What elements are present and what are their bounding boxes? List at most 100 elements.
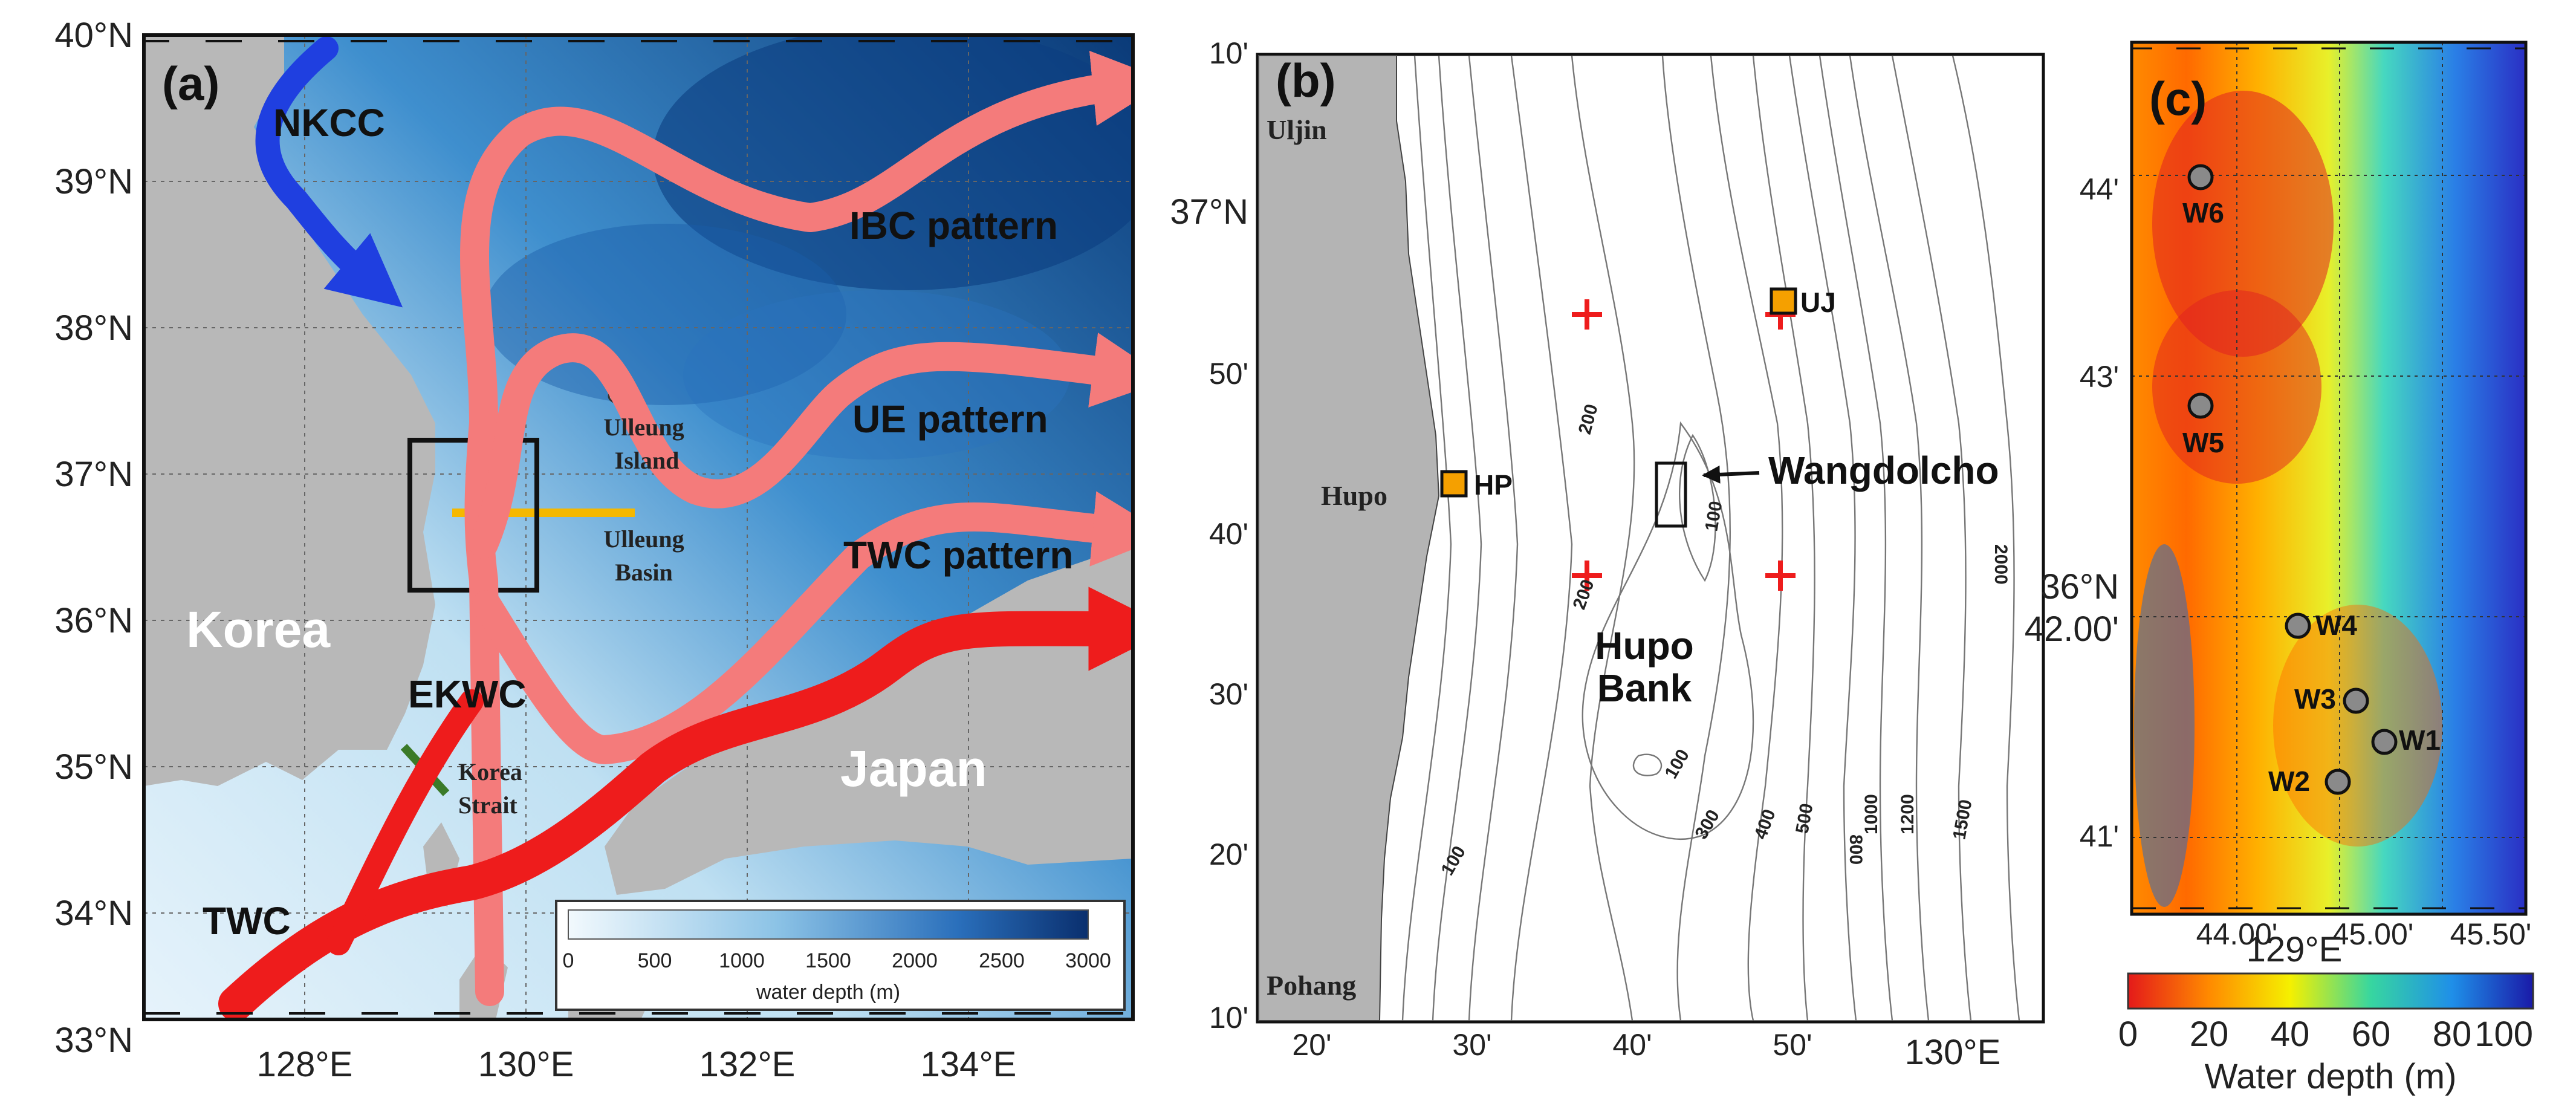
svg-text:37°N: 37°N	[54, 455, 133, 494]
twc-label: TWC	[203, 899, 291, 943]
current-patterns	[460, 50, 1133, 1006]
station-w3	[2343, 687, 2369, 714]
station-w2-label: W2	[2268, 765, 2310, 797]
lon-ticks-b: 20' 30' 40' 50' 130°E	[1292, 1028, 2000, 1072]
station-w6-label: W6	[2182, 197, 2224, 229]
svg-text:44.00': 44.00'	[2196, 917, 2278, 951]
svg-text:80: 80	[2433, 1015, 2472, 1054]
coast-land-b	[1258, 55, 1440, 1021]
svg-text:134°E: 134°E	[921, 1045, 1017, 1084]
pohang-label: Pohang	[1267, 970, 1356, 1001]
station-w4	[2285, 613, 2311, 639]
svg-text:800: 800	[1846, 834, 1866, 865]
korea-label: Korea	[186, 601, 331, 658]
panel-a-map: 0 500 1000 1500 2000 2500 3000 water dep…	[54, 16, 1135, 1084]
colorbar-a-tick: 1000	[719, 949, 765, 972]
lon-ticks-a: 128°E 130°E 132°E 134°E	[257, 1045, 1017, 1084]
svg-text:30': 30'	[1452, 1028, 1491, 1062]
svg-text:50': 50'	[1773, 1028, 1812, 1062]
korea-strait-label: Strait	[458, 791, 517, 819]
svg-text:36°N: 36°N	[54, 601, 133, 640]
station-w5	[2187, 392, 2214, 419]
station-w3-label: W3	[2294, 683, 2336, 715]
hupo-label: Hupo	[1321, 480, 1387, 511]
svg-text:41': 41'	[2080, 819, 2119, 853]
svg-text:33°N: 33°N	[54, 1021, 133, 1060]
panel-b-map: HP UJ Uljin Hupo Pohang Hupo Bank Wangdo…	[1170, 36, 2045, 1072]
station-uj-label: UJ	[1800, 287, 1836, 318]
svg-text:40': 40'	[1209, 517, 1248, 551]
svg-text:60: 60	[2352, 1015, 2391, 1054]
ulleung-basin-label: Ulleung	[603, 525, 684, 553]
station-w4-label: W4	[2315, 609, 2357, 641]
colorbar-a-label: water depth (m)	[756, 981, 900, 1004]
panel-a-label: (a)	[162, 57, 219, 110]
hupo-bank-label: Bank	[1597, 666, 1692, 710]
ulleung-basin-label: Basin	[615, 559, 673, 586]
station-w6	[2187, 164, 2214, 190]
lat-ticks-c: 44' 43' 36°N 42.00' 41'	[2025, 172, 2119, 853]
panel-c-map: W6 W5 W4 W3 W1 W2 (c) 44' 43' 36°N 42.00…	[2025, 41, 2534, 1096]
svg-text:20': 20'	[1209, 837, 1248, 871]
svg-text:42.00': 42.00'	[2025, 609, 2119, 649]
station-w1-label: W1	[2399, 724, 2441, 756]
svg-text:45.50': 45.50'	[2450, 917, 2532, 951]
wangdolcho-box	[1655, 461, 1687, 528]
svg-text:30': 30'	[1209, 677, 1248, 711]
korea-landmass	[144, 35, 435, 786]
twc-branch	[326, 689, 484, 955]
frame-ticks-a	[143, 34, 1134, 1021]
colorbar-a-tick: 3000	[1065, 949, 1111, 972]
station-uj-marker	[1770, 287, 1797, 315]
colorbar-c-label: Water depth (m)	[2205, 1057, 2457, 1096]
svg-text:38°N: 38°N	[54, 308, 133, 348]
colorbar-a-tick: 2500	[979, 949, 1025, 972]
station-w5-label: W5	[2182, 427, 2224, 458]
svg-text:10': 10'	[1209, 36, 1248, 70]
ulleung-island-label: Ulleung	[603, 414, 684, 441]
panel-a-frame	[142, 33, 1135, 1021]
wangdolcho-label: Wangdolcho	[1768, 449, 1999, 492]
lon-ticks-c: 44.00' 129°E 45.00' 45.50'	[2196, 917, 2532, 969]
svg-text:39°N: 39°N	[54, 162, 133, 201]
colorbar-a-tick: 1500	[805, 949, 851, 972]
grid-c	[2132, 42, 2526, 914]
svg-text:132°E: 132°E	[699, 1045, 796, 1084]
svg-text:128°E: 128°E	[257, 1045, 353, 1084]
colorbar-a-tick: 2000	[892, 949, 938, 972]
panel-c-stations: W6 W5 W4 W3 W1 W2	[2182, 164, 2441, 797]
station-w2	[2325, 769, 2351, 795]
wangdolcho-arrow	[1702, 465, 1760, 484]
svg-text:130°E: 130°E	[1905, 1033, 2001, 1072]
nkcc-current	[255, 36, 403, 308]
svg-text:34°N: 34°N	[54, 894, 133, 933]
svg-text:40': 40'	[1612, 1028, 1652, 1062]
svg-text:0: 0	[2118, 1015, 2138, 1054]
svg-text:50': 50'	[1209, 357, 1248, 391]
lat-ticks-b: 10' 37°N 50' 40' 30' 20' 10'	[1170, 36, 1248, 1035]
twc-current	[218, 587, 1133, 1019]
station-hp-marker	[1440, 470, 1468, 498]
twc-pattern-label: TWC pattern	[843, 533, 1073, 577]
svg-text:1000: 1000	[1861, 794, 1881, 834]
ekwc-label: EKWC	[408, 672, 527, 716]
panel-c-label: (c)	[2149, 72, 2207, 125]
depth-colorbar-c: 0 20 40 60 80 100 Water depth (m)	[2118, 972, 2534, 1096]
svg-text:2000: 2000	[1991, 544, 2011, 585]
svg-text:1200: 1200	[1898, 794, 1918, 834]
svg-text:20': 20'	[1292, 1028, 1331, 1062]
uljin-label: Uljin	[1267, 114, 1327, 145]
svg-text:40°N: 40°N	[54, 16, 133, 55]
panel-b-label: (b)	[1276, 54, 1336, 107]
lat-ticks-a: 40°N 39°N 38°N 37°N 36°N 35°N 34°N 33°N	[54, 16, 133, 1060]
nkcc-label: NKCC	[273, 101, 385, 145]
svg-text:43': 43'	[2080, 360, 2119, 394]
station-w1	[2371, 729, 2398, 755]
svg-text:35°N: 35°N	[54, 747, 133, 787]
japan-label: Japan	[840, 740, 987, 797]
ue-label: UE pattern	[852, 397, 1048, 441]
svg-text:20: 20	[2190, 1015, 2229, 1054]
svg-text:45.00': 45.00'	[2332, 917, 2414, 951]
station-hp-label: HP	[1474, 469, 1513, 501]
